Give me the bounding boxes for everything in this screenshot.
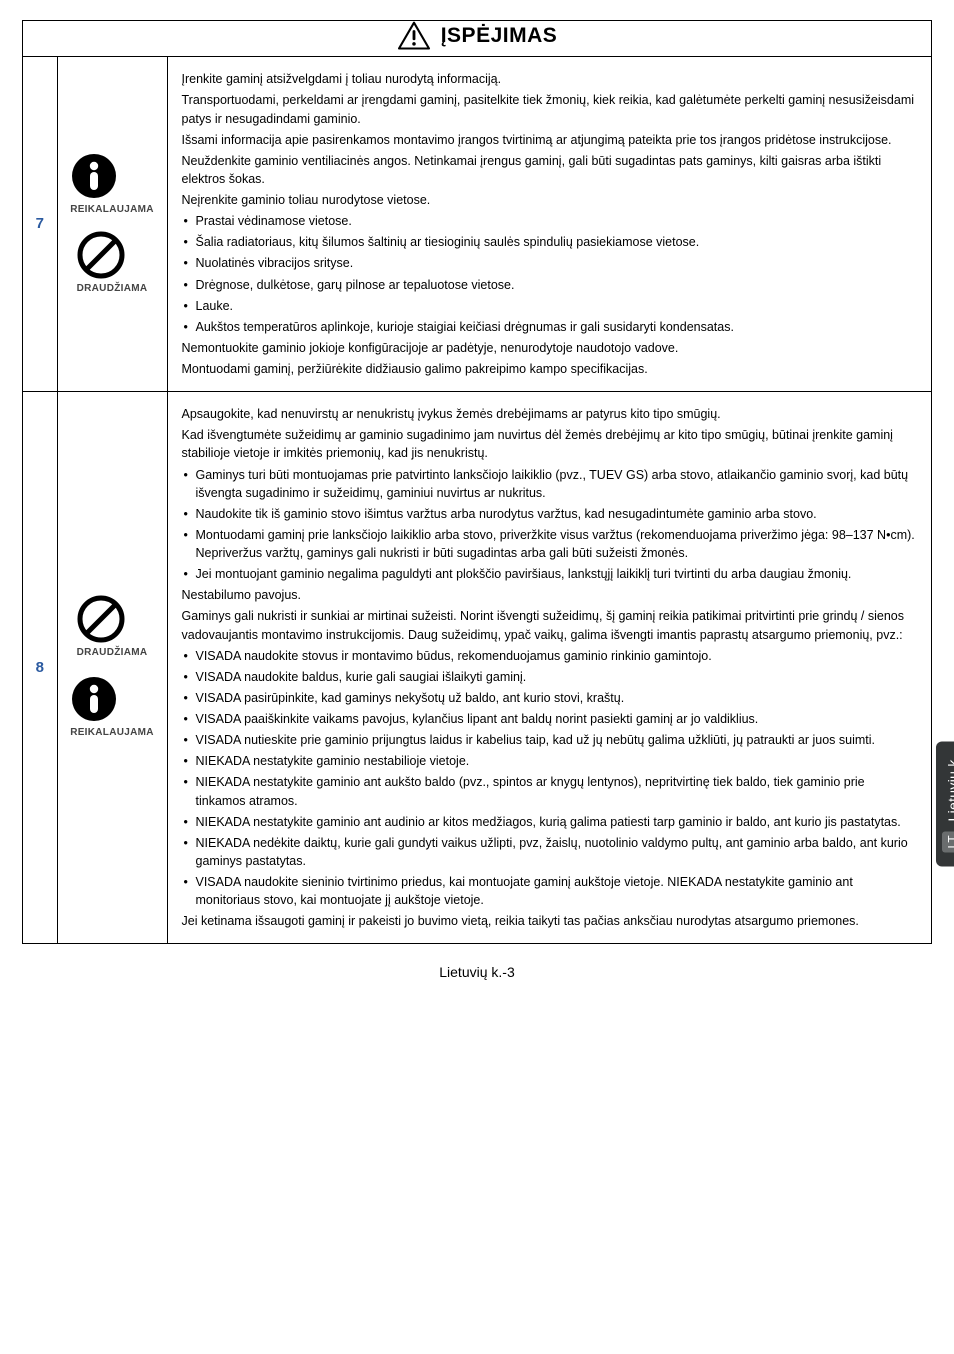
paragraph: Jei ketinama išsaugoti gaminį ir pakeist… [182, 912, 918, 930]
warning-triangle-icon [397, 21, 431, 51]
paragraph: Kad išvengtumėte sužeidimų ar gaminio su… [182, 426, 918, 462]
list-item: NIEKADA nestatykite gaminio ant aukšto b… [182, 773, 918, 809]
list-item: Drėgnose, dulkėtose, garų pilnose ar tep… [182, 276, 918, 294]
list-item: NIEKADA nedėkite daiktų, kurie gali gund… [182, 834, 918, 870]
language-code: LT [942, 832, 954, 853]
prohibited-icon-block: DRAUDŽIAMA [77, 231, 148, 297]
paragraph: Nemontuokite gaminio jokioje konfigūraci… [182, 339, 918, 357]
required-icon-block: REIKALAUJAMA [70, 152, 154, 218]
required-label: REIKALAUJAMA [70, 203, 154, 218]
required-label: REIKALAUJAMA [70, 726, 154, 741]
paragraph: Gaminys gali nukristi ir sunkiai ar mirt… [182, 607, 918, 643]
page-footer: Lietuvių k.-3 [22, 944, 932, 986]
list-item: Aukštos temperatūros aplinkoje, kurioje … [182, 318, 918, 336]
list-item: VISADA nutieskite prie gaminio prijungtu… [182, 731, 918, 749]
paragraph: Neuždenkite gaminio ventiliacinės angos.… [182, 152, 918, 188]
list-item: VISADA naudokite stovus ir montavimo būd… [182, 647, 918, 665]
prohibited-icon-block: DRAUDŽIAMA [77, 595, 148, 661]
list-item: NIEKADA nestatykite gaminio ant audinio … [182, 813, 918, 831]
list-item: VISADA pasirūpinkite, kad gaminys nekyšo… [182, 689, 918, 707]
paragraph: Išsami informacija apie pasirenkamos mon… [182, 131, 918, 149]
list-item: VISADA paaiškinkite vaikams pavojus, kyl… [182, 710, 918, 728]
paragraph: Įrenkite gaminį atsižvelgdami į toliau n… [182, 70, 918, 88]
list-item: Lauke. [182, 297, 918, 315]
paragraph: Transportuodami, perkeldami ar įrengdami… [182, 91, 918, 127]
row-number-7: 7 [23, 57, 57, 392]
required-icon-block: REIKALAUJAMA [70, 675, 154, 741]
paragraph: Montuodami gaminį, peržiūrėkite didžiaus… [182, 360, 918, 378]
list-item: Naudokite tik iš gaminio stovo išimtus v… [182, 505, 918, 523]
mandatory-icon [70, 675, 118, 723]
paragraph: Neįrenkite gaminio toliau nurodytose vie… [182, 191, 918, 209]
prohibited-label: DRAUDŽIAMA [77, 646, 148, 661]
paragraph: Nestabilumo pavojus. [182, 586, 918, 604]
list-item: VISADA naudokite baldus, kurie gali saug… [182, 668, 918, 686]
prohibited-label: DRAUDŽIAMA [77, 282, 148, 297]
prohibited-icon [77, 231, 125, 279]
list-item: NIEKADA nestatykite gaminio nestabilioje… [182, 752, 918, 770]
warning-header: ĮSPĖJIMAS [397, 21, 558, 51]
language-side-tab: LT Lietuvių k. [936, 741, 954, 866]
header-title: ĮSPĖJIMAS [441, 21, 558, 51]
list-item: Montuodami gaminį prie lanksčiojo laikik… [182, 526, 918, 562]
list-item: Jei montuojant gaminio negalima paguldyt… [182, 565, 918, 583]
prohibited-icon [77, 595, 125, 643]
list-item: Šalia radiatoriaus, kitų šilumos šaltini… [182, 233, 918, 251]
mandatory-icon [70, 152, 118, 200]
list-item: Nuolatinės vibracijos srityse. [182, 254, 918, 272]
language-name: Lietuvių k. [944, 755, 954, 821]
list-item: VISADA naudokite sieninio tvirtinimo pri… [182, 873, 918, 909]
row-number-8: 8 [23, 392, 57, 944]
list-item: Gaminys turi būti montuojamas prie patvi… [182, 466, 918, 502]
paragraph: Apsaugokite, kad nenuvirstų ar nenukrist… [182, 405, 918, 423]
list-item: Prastai vėdinamose vietose. [182, 212, 918, 230]
